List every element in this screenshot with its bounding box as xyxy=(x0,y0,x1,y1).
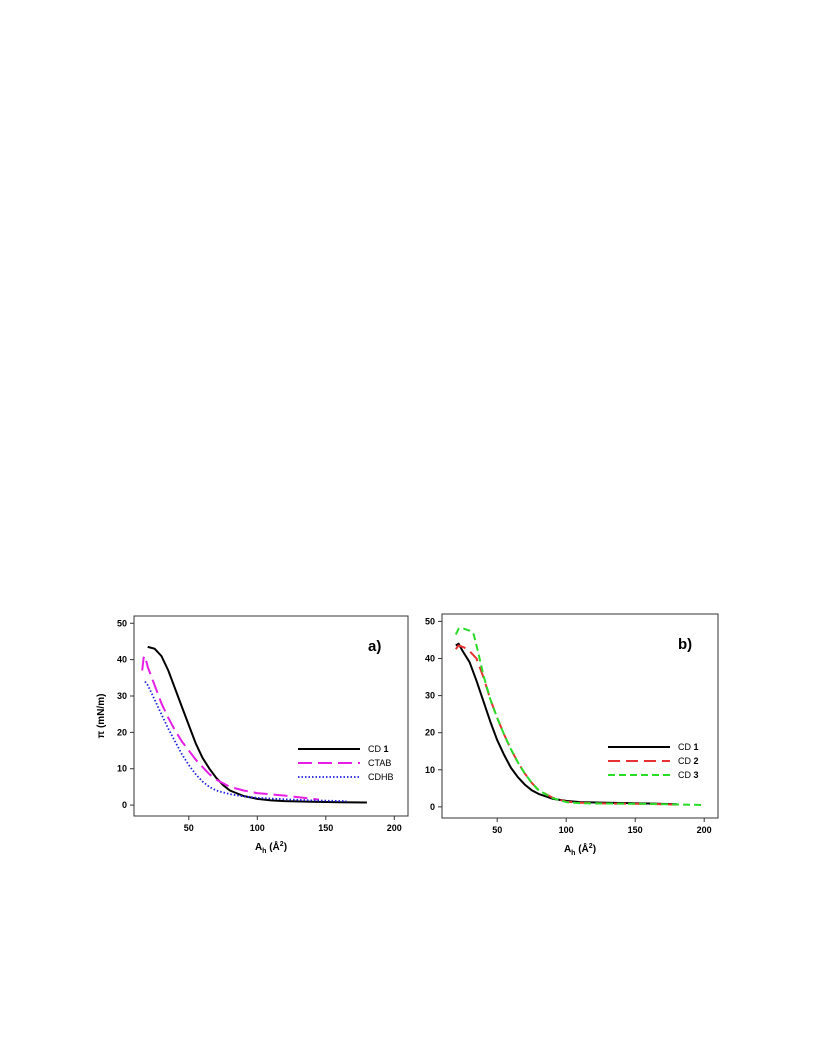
x-axis-label: Ah (Å2) xyxy=(255,840,287,855)
panel-b: 50 100 150 200 0 10 20 30 40 50 Ah (Å2) b) CD 1 CD 2 C… xyxy=(425,613,719,857)
x-tick-label: 150 xyxy=(318,823,333,833)
y-tick-label: 0 xyxy=(430,802,435,812)
legend-label: CD 2 xyxy=(678,756,699,766)
y-tick-label: 30 xyxy=(425,691,435,701)
y-axis-label: π (mN/m) xyxy=(96,694,107,739)
x-tick-label: 200 xyxy=(387,823,402,833)
y-tick-label: 50 xyxy=(117,618,127,628)
x-axis-label: Ah (Å2) xyxy=(564,842,596,857)
y-tick-label: 20 xyxy=(425,728,435,738)
panel-label: a) xyxy=(368,638,381,655)
x-tick-label: 200 xyxy=(697,825,712,835)
x-tick-label: 100 xyxy=(559,825,574,835)
series-line-cd-2 xyxy=(455,644,677,806)
series-line-cd-3 xyxy=(454,627,705,806)
y-tick-label: 10 xyxy=(117,764,127,774)
series-line-cd-1 xyxy=(455,642,677,806)
legend-label: CD 1 xyxy=(368,744,389,754)
series-line-cd-1 xyxy=(147,645,367,804)
y-tick-label: 30 xyxy=(117,691,127,701)
legend-label: CDHB xyxy=(368,772,394,782)
x-tick-label: 50 xyxy=(492,825,502,835)
series-line-ctab xyxy=(141,655,320,801)
y-tick-label: 50 xyxy=(425,616,435,626)
series-line-cdhb xyxy=(144,680,347,802)
y-tick-label: 20 xyxy=(117,727,127,737)
x-tick-label: 150 xyxy=(628,825,643,835)
panel-a: 50 100 150 200 0 10 20 30 40 50 Ah (Å2) π (mN/m) a) C… xyxy=(96,615,409,855)
x-tick-label: 50 xyxy=(184,823,194,833)
y-tick-label: 0 xyxy=(122,800,127,810)
legend-label: CD 1 xyxy=(678,742,699,752)
plot-frame xyxy=(441,613,719,819)
y-tick-label: 40 xyxy=(425,654,435,664)
legend-label: CD 3 xyxy=(678,770,699,780)
panel-label: b) xyxy=(678,636,692,653)
plot-frame xyxy=(133,615,409,817)
x-tick-label: 100 xyxy=(250,823,265,833)
y-tick-label: 40 xyxy=(117,655,127,665)
y-tick-label: 10 xyxy=(425,765,435,775)
legend-label: CTAB xyxy=(368,758,391,768)
